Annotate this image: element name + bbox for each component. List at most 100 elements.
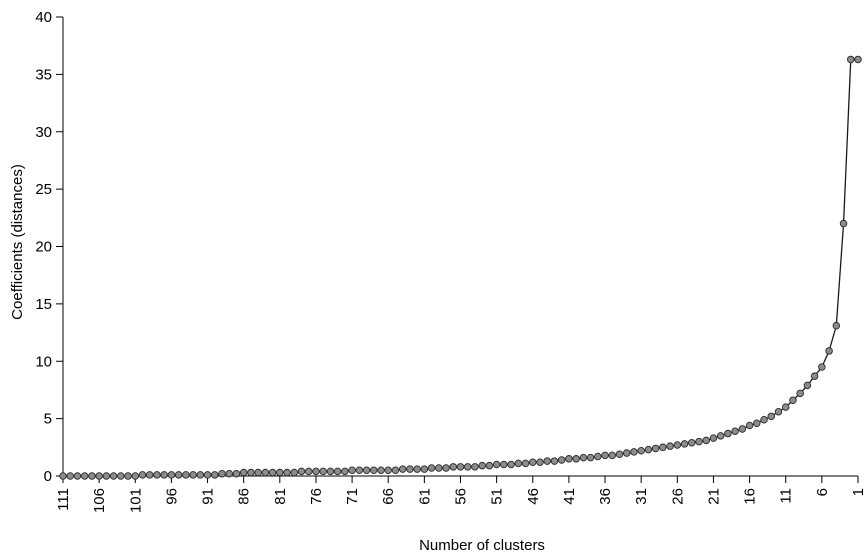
data-point [435,464,443,472]
x-axis: 111 106 101 96 91 86 81 76 71 66 61 56 51 46 41 36 31 26 2… [55,475,865,513]
data-point [529,458,537,466]
data-point [688,438,696,447]
x-tick-label: 6 [814,488,831,496]
data-point [463,463,472,471]
data-point [370,466,378,475]
data-point [789,396,797,405]
y-tick-label: 10 [35,353,52,370]
data-point [384,466,392,475]
data-point [239,468,248,477]
data-point [160,471,168,479]
data-point [102,472,111,480]
data-point [261,468,270,477]
data-point [449,463,458,471]
x-tick-label: 86 [236,488,253,505]
data-point [507,460,515,469]
data-point [810,372,819,380]
data-point [182,471,190,479]
y-tick-label: 25 [35,181,52,198]
data-point [254,468,262,477]
data-point [550,457,559,465]
data-point [398,465,407,473]
data-point [521,459,530,468]
y-axis: 0 5 10 15 20 25 30 35 40 [35,9,64,485]
data-point [753,419,761,427]
x-axis-title: Number of clusters [419,537,545,554]
data-point [391,466,400,475]
data-point [622,449,631,457]
data-point [651,444,660,453]
data-point [695,437,703,446]
x-tick-label: 51 [489,488,506,505]
data-point [427,464,436,472]
data-point [131,472,140,480]
data-point [854,55,862,64]
data-point [796,389,804,398]
data-point [716,432,725,440]
data-point [514,459,523,468]
data-point [666,442,674,450]
x-tick-label: 81 [272,488,289,505]
data-point [109,472,118,480]
x-tick-label: 101 [127,488,144,513]
x-tick-label: 66 [380,488,397,505]
y-tick-label: 40 [35,9,52,26]
x-tick-label: 26 [669,488,686,505]
data-point [189,471,197,479]
x-tick-label: 21 [705,488,722,505]
data-point [276,468,284,477]
data-point [485,461,494,470]
data-point [579,453,588,462]
data-point [124,472,132,480]
x-tick-label: 106 [91,488,108,513]
data-point [348,466,356,475]
data-point [839,219,848,228]
data-point [673,441,682,449]
y-tick-label: 15 [35,296,52,313]
data-point [73,472,82,480]
data-point [731,427,739,436]
data-point [211,471,219,479]
data-point [341,467,349,476]
data-point [594,452,602,461]
data-point [738,425,747,433]
x-tick-label: 41 [561,488,578,505]
data-point [760,416,768,424]
data-point [203,471,212,479]
data-point [630,448,638,456]
data-point [406,465,414,473]
data-point [492,460,501,469]
data-point [709,434,718,442]
data-point [218,469,226,478]
x-tick-label: 31 [633,488,650,505]
data-point [304,467,313,476]
data-point [196,471,205,479]
data-point [413,465,421,473]
data-point [420,465,429,473]
x-tick-label: 96 [163,488,180,505]
data-point [680,440,689,448]
series-line [63,58,858,477]
data-point [781,403,790,411]
data-point [138,471,147,479]
x-tick-label: 91 [200,488,217,505]
data-point [290,468,299,477]
x-tick-label: 11 [778,488,795,504]
x-tick-label: 76 [308,488,325,505]
data-point [803,381,812,390]
data-point [557,456,566,464]
data-point [268,468,277,477]
data-point [145,471,154,479]
y-tick-label: 0 [44,468,52,485]
data-point [174,471,183,479]
y-tick-label: 30 [35,124,52,141]
data-point [232,469,241,478]
data-point [333,467,342,476]
x-tick-label: 71 [344,488,361,505]
data-point [117,472,125,480]
y-axis-title: Coefficients (distances) [9,164,26,320]
data-point [247,468,255,477]
data-point [153,471,161,479]
data-point [442,464,450,472]
